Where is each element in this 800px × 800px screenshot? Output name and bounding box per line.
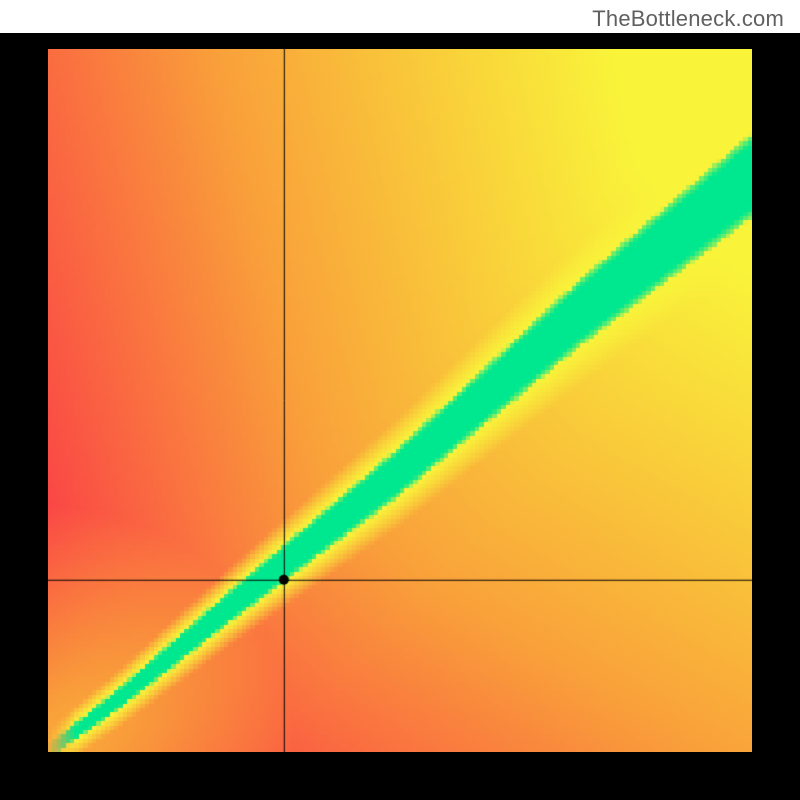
crosshair-overlay — [48, 49, 752, 752]
watermark-text: TheBottleneck.com — [592, 6, 784, 32]
